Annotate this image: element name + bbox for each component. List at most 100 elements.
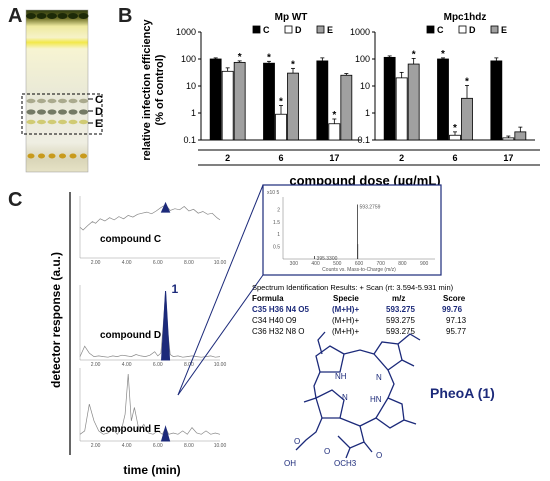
chrom-title: compound E — [100, 424, 161, 435]
mp-wt-title: Mp WT — [275, 12, 308, 23]
meso-bridge-left — [313, 371, 321, 399]
vinyl-group — [317, 331, 326, 355]
tlc-origin-spot — [27, 153, 35, 159]
chrom-x-tick: 8.00 — [184, 362, 194, 368]
y-tick-label: 1 — [191, 108, 196, 118]
ring-a — [315, 345, 345, 373]
tlc-top-spot — [57, 13, 68, 19]
panel-b: relative infection efficiency (% of cont… — [141, 12, 540, 188]
meso-bridge-top — [343, 349, 375, 355]
chrom-x-tick: 10.00 — [214, 260, 227, 266]
category-label-17: 17 — [503, 153, 513, 163]
atom-och3: OCH3 — [334, 459, 357, 468]
tlc-band-d — [47, 109, 57, 115]
tlc-top-spot — [36, 13, 47, 19]
mass-spectrum-inset: x10 5 2 1.5 1 0.5 300 400 500 600 700 800 900 593.27… — [262, 184, 442, 276]
ms-y-multiplier: x10 5 — [267, 190, 279, 196]
ms-x-tick: 400 — [311, 261, 320, 267]
significance-marker: * — [267, 52, 271, 63]
peak-label: 1 — [172, 282, 179, 296]
highlighted-peak — [160, 425, 171, 442]
bar-c-17 — [490, 60, 503, 141]
legend-swatch-c — [426, 25, 435, 34]
row2-formula: C34 H40 O9 — [252, 316, 297, 325]
row3-formula: C36 H32 N8 O — [252, 327, 304, 336]
chrom-title: compound D — [100, 330, 161, 341]
tlc-origin-spot — [59, 153, 66, 159]
tlc-band-e — [79, 119, 88, 125]
zoom-connector-top — [177, 184, 264, 396]
y-tick-label: 0.1 — [183, 135, 196, 145]
ring-e — [337, 425, 365, 449]
significance-marker: * — [332, 110, 336, 121]
ms-x-tick: 800 — [398, 261, 407, 267]
chromatogram-compound-c: 2.00 4.00 6.00 8.00 10.00 compound C — [79, 196, 227, 266]
significance-marker: * — [412, 49, 416, 60]
ms-y-tick: 2 — [277, 207, 280, 213]
atom-o-acid: O — [294, 437, 300, 446]
chrom-x-tick: 6.00 — [153, 260, 163, 266]
ester-bond — [345, 447, 351, 459]
tlc-top-spot — [68, 13, 78, 19]
tlc-band-d — [26, 109, 36, 115]
chrom-x-tick: 6.00 — [153, 443, 163, 449]
meso-bridge-right — [387, 369, 395, 399]
highlighted-peak — [160, 201, 171, 213]
y-axis-label-line1: relative infection efficiency — [141, 19, 153, 161]
tlc-band-d — [68, 109, 78, 115]
y-tick-label: 10 — [186, 81, 196, 91]
ms-x-label: Counts vs. Mass-to-Charge (m/z) — [322, 267, 396, 273]
row2-score: 97.13 — [446, 316, 467, 325]
chrom-x-tick: 10.00 — [214, 362, 227, 368]
tlc-plate: C D E — [21, 9, 103, 173]
ethyl-group — [397, 333, 421, 345]
legend-label-c: C — [437, 25, 444, 35]
bar-d-6 — [449, 134, 461, 141]
chrom-trace — [79, 204, 221, 231]
chrom-x-tick: 8.00 — [184, 260, 194, 266]
bar-d-17 — [502, 137, 515, 141]
legend-label-d: D — [469, 25, 476, 35]
bar-e-2 — [233, 61, 246, 141]
atom-oh: OH — [284, 459, 296, 468]
chrom-trace — [79, 290, 221, 358]
tlc-origin-spot — [80, 153, 87, 159]
ring-d — [315, 389, 345, 419]
inset-frame — [262, 184, 442, 276]
methyl-c — [403, 419, 417, 425]
tlc-band-c — [47, 98, 57, 104]
col-specie: Specie — [333, 294, 359, 303]
tlc-top-spot — [26, 13, 36, 19]
zoom-connector-bottom — [177, 274, 264, 396]
compound-name: PheoA (1) — [430, 385, 495, 401]
bar-e-6 — [461, 97, 473, 141]
panel-letter-c: C — [8, 189, 22, 211]
pheoa-atoms: NH N N HN O OH O O OCH3 — [284, 372, 382, 468]
tlc-band-e — [58, 119, 67, 125]
tlc-top-spot — [47, 13, 57, 19]
ms-peak-label: 395.3300 — [317, 256, 338, 262]
chrom-x-tick: 4.00 — [122, 260, 132, 266]
chromatogram-compound-d: 2.00 4.00 6.00 8.00 10.00 1 compound D — [79, 282, 227, 368]
legend-swatch-d — [284, 25, 293, 34]
category-label-2: 2 — [225, 153, 230, 163]
methyl-d — [303, 397, 317, 403]
tlc-band-c — [58, 98, 67, 104]
category-label-6: 6 — [452, 153, 457, 163]
band-label-e: E — [95, 118, 102, 130]
detector-axis-label: detector response (a.u.) — [49, 252, 63, 388]
chrom-trace — [79, 373, 221, 435]
row2-mz: 593.275 — [386, 316, 415, 325]
y-tick-label: 10 — [360, 81, 370, 91]
chrom-x-tick: 8.00 — [184, 443, 194, 449]
significance-marker: * — [453, 123, 457, 134]
atom-n-bottom: N — [342, 393, 348, 402]
ms-y-tick: 1 — [277, 232, 280, 238]
mpc1hdz-title: Mpc1hdz — [444, 12, 487, 23]
bar-e-6 — [287, 72, 299, 141]
chrom-x-tick: 2.00 — [91, 362, 101, 368]
tlc-origin-spot — [38, 153, 45, 159]
y-tick-label: 100 — [181, 54, 196, 64]
